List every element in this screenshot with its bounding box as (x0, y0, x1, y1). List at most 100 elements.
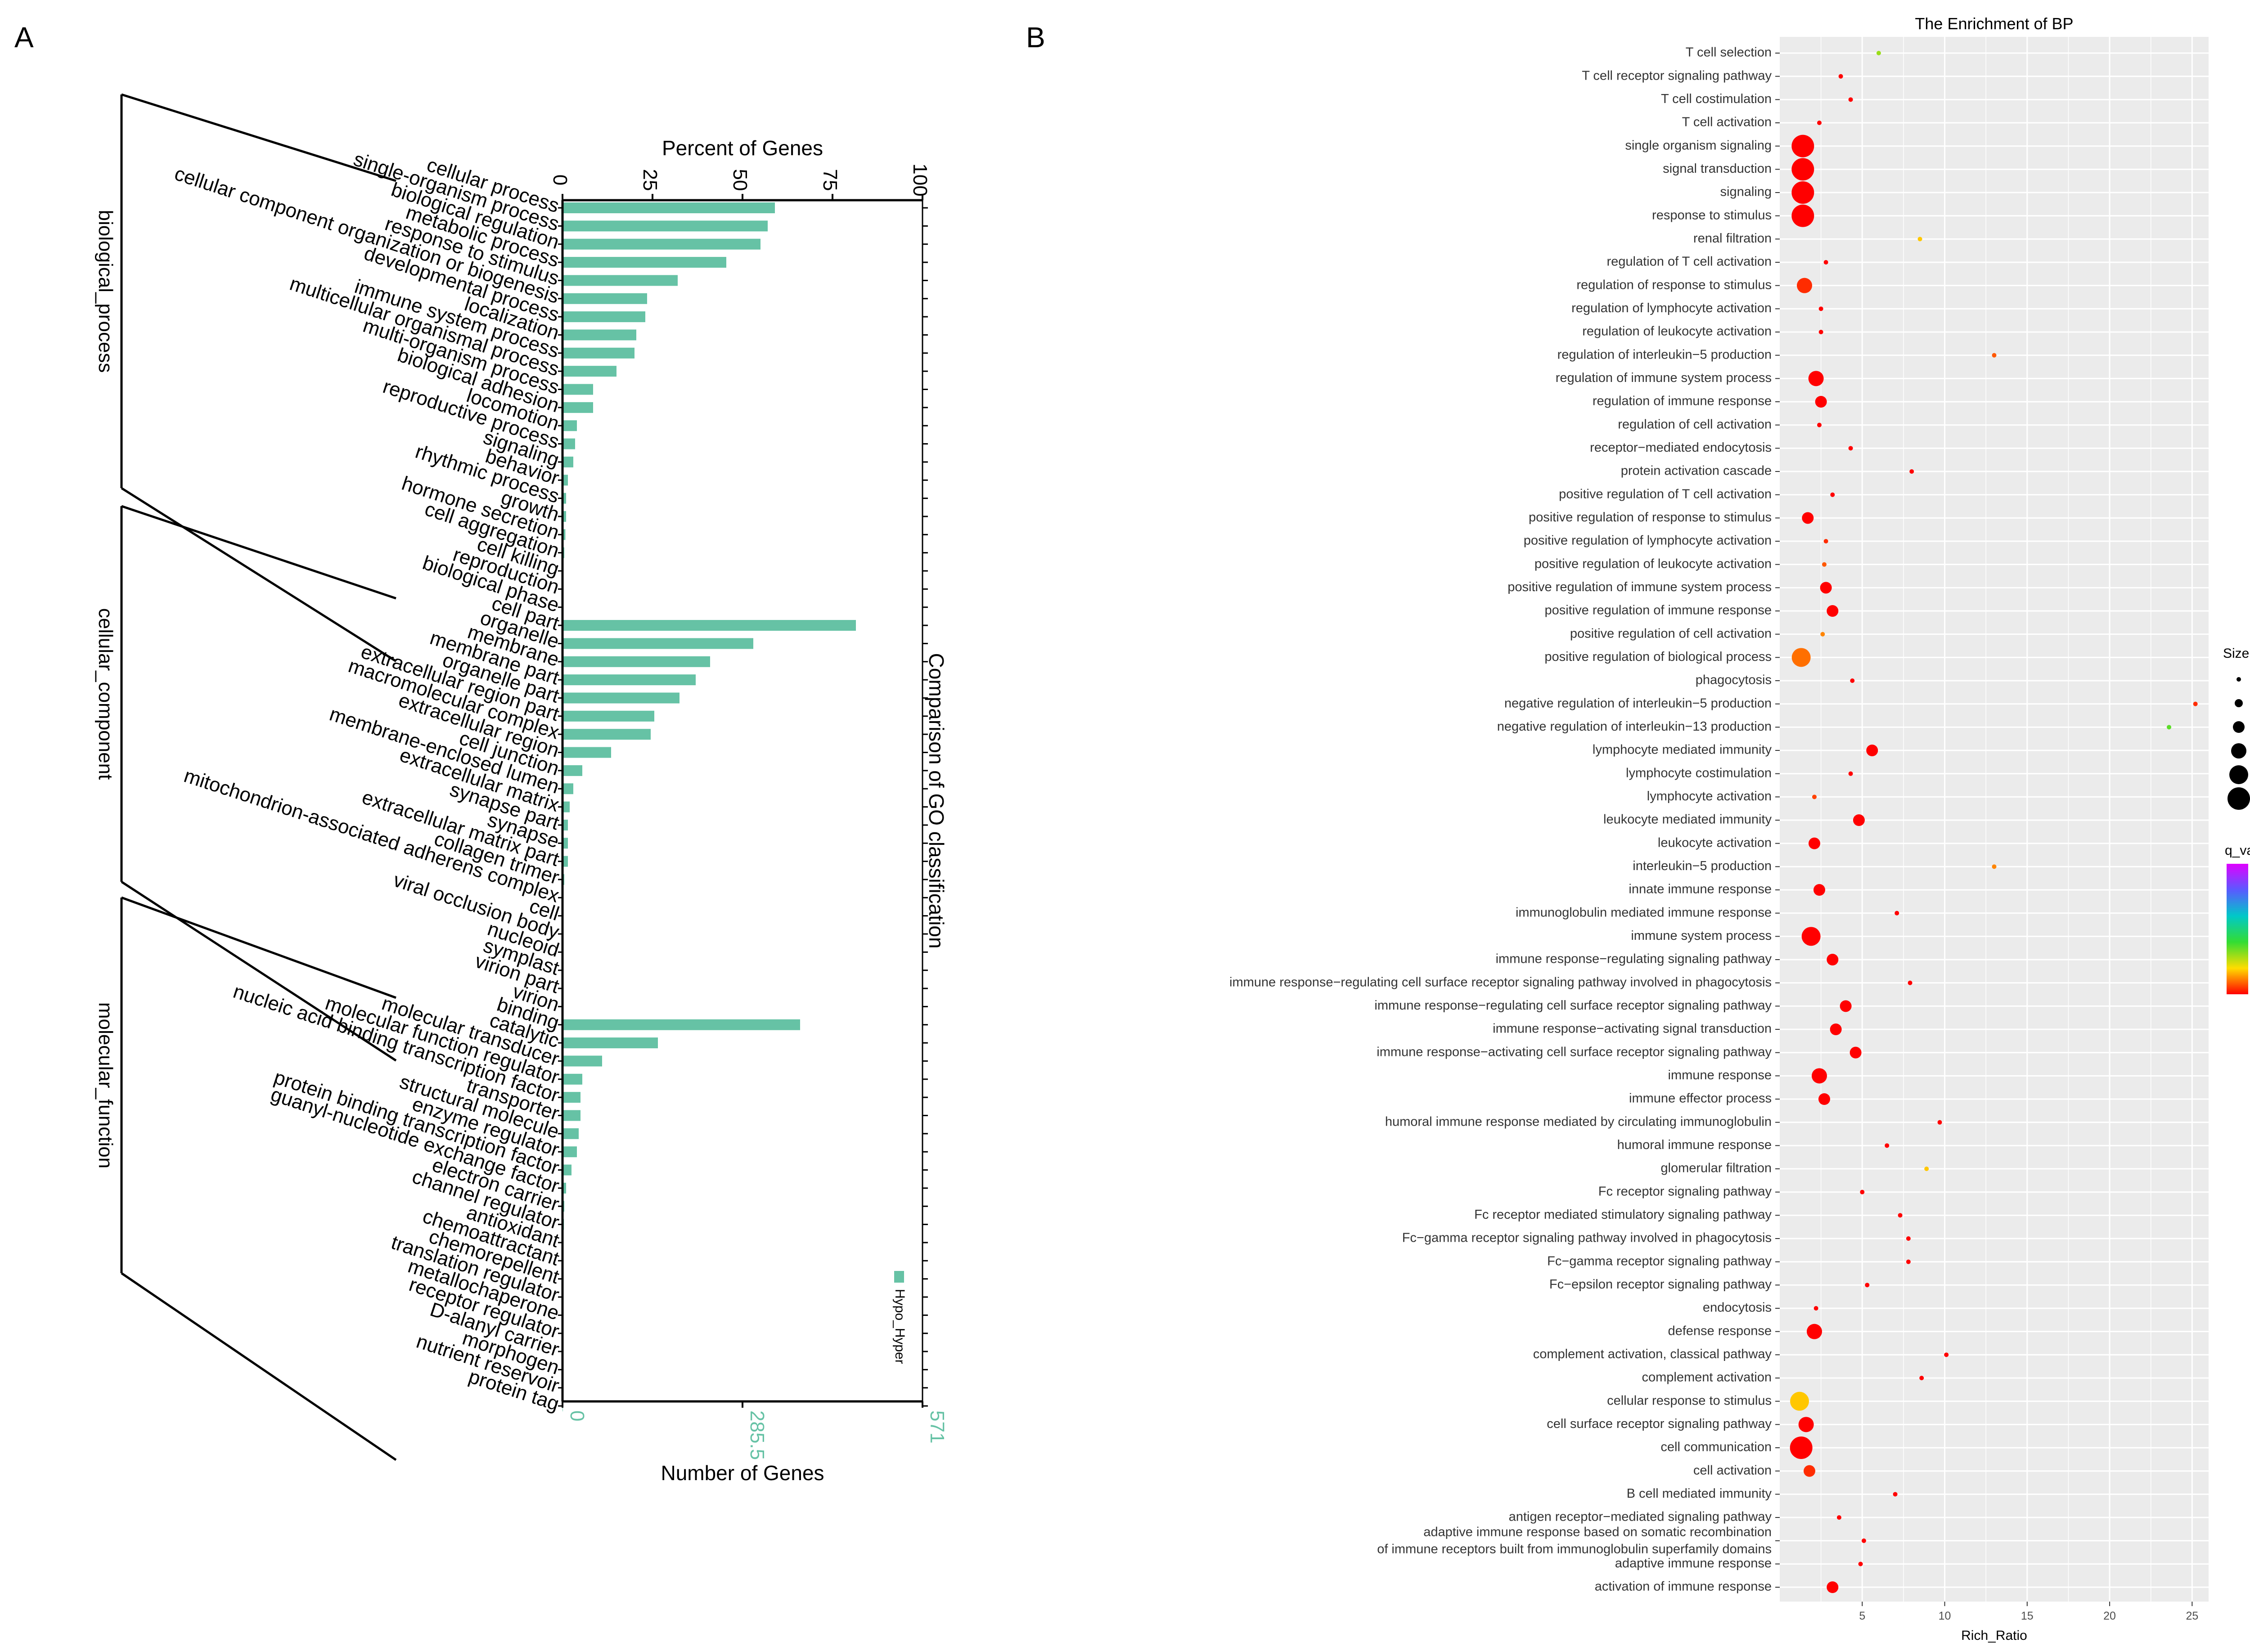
bar (562, 729, 651, 740)
term-label: immune response−activating signal transd… (1493, 1022, 1772, 1036)
data-point (1827, 1581, 1839, 1593)
term-label: response to stimulus (1652, 208, 1772, 222)
count-axis-title: Number of Genes (661, 1461, 824, 1485)
bar (562, 765, 582, 776)
data-point (1830, 1024, 1842, 1035)
term-label: T cell costimulation (1661, 92, 1772, 106)
bar (562, 692, 680, 704)
panel-b-letter: B (1026, 21, 1045, 54)
bar (562, 710, 654, 722)
bracket-line (121, 93, 396, 182)
data-point (1827, 605, 1839, 617)
x-tick-label: 10 (1939, 1610, 1951, 1622)
data-point (1992, 864, 1997, 869)
plot-panel (1780, 37, 2209, 1602)
term-label: immune response−activating cell surface … (1377, 1045, 1772, 1059)
data-point (1917, 237, 1922, 242)
term-label: immunoglobulin mediated immune response (1516, 905, 1772, 920)
term-label: complement activation (1642, 1370, 1772, 1385)
data-point (1848, 771, 1853, 776)
bar (562, 1055, 602, 1067)
term-label: immune response−regulating signaling pat… (1496, 952, 1772, 966)
data-point (1808, 371, 1824, 386)
data-point (1790, 1392, 1809, 1411)
data-point (1840, 1000, 1852, 1012)
term-label: negative regulation of interleukin−13 pr… (1497, 719, 1772, 734)
term-label: activation of immune response (1595, 1580, 1772, 1594)
size-legend-key (2235, 699, 2243, 707)
bracket-line (121, 505, 396, 600)
term-label: positive regulation of immune response (1544, 603, 1772, 618)
percent-tick-label: 25 (639, 169, 661, 191)
bar (562, 493, 566, 504)
data-point (1906, 1259, 1911, 1264)
term-label: immune effector process (1629, 1091, 1772, 1106)
bar (562, 257, 726, 268)
term-label: cell surface receptor signaling pathway (1547, 1417, 1772, 1431)
term-label: leukocyte mediated immunity (1603, 813, 1772, 827)
term-label: T cell receptor signaling pathway (1582, 68, 1772, 83)
data-point (1865, 1283, 1870, 1288)
term-label: positive regulation of T cell activation (1559, 487, 1772, 501)
data-point (1885, 1143, 1890, 1148)
data-point (1906, 1236, 1911, 1241)
term-label: defense response (1668, 1324, 1772, 1338)
term-label: renal filtration (1693, 231, 1772, 246)
data-point (1861, 1538, 1866, 1543)
data-point (1853, 814, 1865, 826)
data-point (1937, 1120, 1942, 1125)
data-point (1791, 158, 1814, 181)
data-point (1820, 632, 1825, 637)
term-label: positive regulation of lymphocyte activa… (1524, 534, 1772, 548)
data-point (1823, 539, 1828, 543)
term-label: immune response−regulating cell surface … (1374, 998, 1772, 1013)
q-value-colorbar (2227, 864, 2248, 994)
percent-tick-label: 100 (909, 163, 931, 196)
data-point (1817, 121, 1822, 125)
color-legend: q_value 0.050.040.030.020.010.00 (2225, 843, 2250, 994)
group-label: biological_process (94, 210, 117, 373)
bar (562, 420, 577, 431)
term-label: immune response−regulating cell surface … (1229, 975, 1772, 989)
bar (562, 819, 568, 830)
size-legend-key (2236, 677, 2241, 682)
term-label: lymphocyte mediated immunity (1593, 743, 1772, 757)
data-point (1823, 260, 1828, 265)
data-point (1822, 562, 1827, 567)
term-label: protein activation cascade (1621, 464, 1772, 478)
percent-axis-title: Percent of Genes (662, 136, 823, 160)
data-point (1848, 97, 1853, 102)
term-label: Fc receptor mediated stimulatory signali… (1474, 1208, 1772, 1222)
bars (562, 202, 856, 1412)
term-label: regulation of lymphocyte activation (1571, 301, 1772, 315)
term-label: lymphocyte activation (1647, 789, 1772, 804)
bar (562, 511, 566, 522)
x-axis-title: Rich_Ratio (1961, 1628, 2027, 1643)
data-point (1836, 1515, 1841, 1520)
term-label: immune response (1668, 1068, 1772, 1082)
bar (562, 347, 634, 359)
group-label: cellular_component (94, 608, 117, 780)
data-point (1992, 353, 1997, 358)
bar (562, 1092, 580, 1103)
size-legend-key (2229, 765, 2248, 784)
x-tick-label: 15 (2021, 1610, 2034, 1622)
term-label: T cell selection (1686, 45, 1772, 60)
data-point (1924, 1167, 1929, 1171)
x-tick-label: 25 (2186, 1610, 2198, 1622)
term-label: Fc receptor signaling pathway (1598, 1184, 1772, 1199)
term-label: regulation of cell activation (1618, 417, 1772, 431)
bar (562, 202, 775, 213)
data-point (1850, 678, 1855, 683)
term-label: phagocytosis (1696, 673, 1772, 687)
data-point (1820, 582, 1832, 594)
data-point (1802, 512, 1814, 524)
term-label: leukocyte activation (1658, 835, 1772, 850)
data-point (1803, 1465, 1815, 1477)
bar (562, 220, 768, 232)
data-point (1909, 469, 1914, 474)
term-label: single organism signaling (1625, 138, 1772, 153)
data-point (1848, 446, 1853, 451)
